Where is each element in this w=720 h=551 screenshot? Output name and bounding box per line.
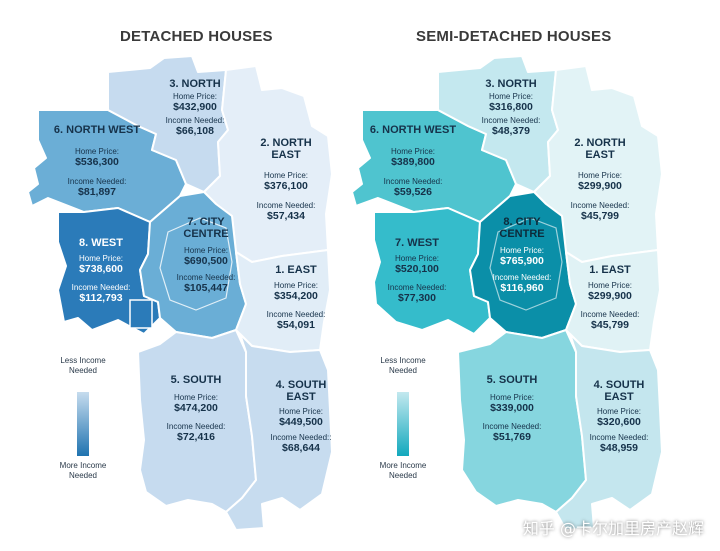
region-label-north: 3. NORTH Home Price: $316,800 Income Nee… bbox=[481, 78, 541, 137]
region-west bbox=[373, 207, 491, 335]
city-centre-inner-boundary bbox=[489, 217, 563, 311]
region-label-north-west: 6. NORTH WEST Home Price: $536,300 Incom… bbox=[53, 124, 141, 198]
detached-map-panel: DETACHED HOUSES Less Income Needed More … bbox=[27, 28, 333, 531]
city-centre-inner-boundary bbox=[159, 217, 233, 311]
region-south-east bbox=[225, 333, 333, 531]
region-label-east: 1. EAST Home Price: $299,900 Income Need… bbox=[580, 264, 640, 331]
region-label-north: 3. NORTH Home Price: $432,900 Income Nee… bbox=[165, 78, 225, 137]
semi-detached-map-panel: SEMI-DETACHED HOUSES Less Income Needed … bbox=[330, 0, 690, 551]
region-label-city-centre: 8. CITY CENTRE Home Price: $765,900 Inco… bbox=[492, 216, 552, 295]
legend-bottom-label: More Income Needed bbox=[59, 461, 107, 480]
watermark: 知乎 @卡尔加里房产赵辉 bbox=[522, 519, 704, 538]
region-label-north-east: 2. NORTH EAST Home Price: $299,900 Incom… bbox=[570, 137, 630, 223]
region-label-city-centre: 7. CITY CENTRE Home Price: $690,500 Inco… bbox=[176, 216, 236, 295]
region-label-west: 8. WEST Home Price: $738,600 Income Need… bbox=[71, 237, 131, 304]
region-label-west: 7. WEST Home Price: $520,100 Income Need… bbox=[387, 237, 447, 304]
legend-gradient-bar bbox=[397, 392, 409, 456]
region-label-north-west: 6. NORTH WEST Home Price: $389,800 Incom… bbox=[369, 124, 457, 198]
region-label-south-east: 4. SOUTH EAST Home Price: $449,500 Incom… bbox=[270, 379, 332, 455]
detached-city-map bbox=[27, 55, 333, 531]
semi-detached-city-map bbox=[351, 55, 663, 531]
legend-gradient-bar bbox=[77, 392, 89, 456]
legend-top-label: Less Income Needed bbox=[60, 356, 106, 375]
region-label-south-east: 4. SOUTH EAST Home Price: $320,600 Incom… bbox=[589, 379, 649, 455]
region-label-east: 1. EAST Home Price: $354,200 Income Need… bbox=[266, 264, 326, 331]
legend-bottom-label: More Income Needed bbox=[379, 461, 427, 480]
map-title: SEMI-DETACHED HOUSES bbox=[416, 28, 612, 45]
region-south-east bbox=[555, 333, 663, 531]
region-label-south: 5. SOUTH Home Price: $339,000 Income Nee… bbox=[482, 374, 542, 443]
west-extra-block bbox=[129, 299, 153, 329]
map-title: DETACHED HOUSES bbox=[120, 28, 273, 45]
region-label-south: 5. SOUTH Home Price: $474,200 Income Nee… bbox=[166, 374, 226, 443]
legend-top-label: Less Income Needed bbox=[380, 356, 426, 375]
region-label-north-east: 2. NORTH EAST Home Price: $376,100 Incom… bbox=[256, 137, 316, 223]
